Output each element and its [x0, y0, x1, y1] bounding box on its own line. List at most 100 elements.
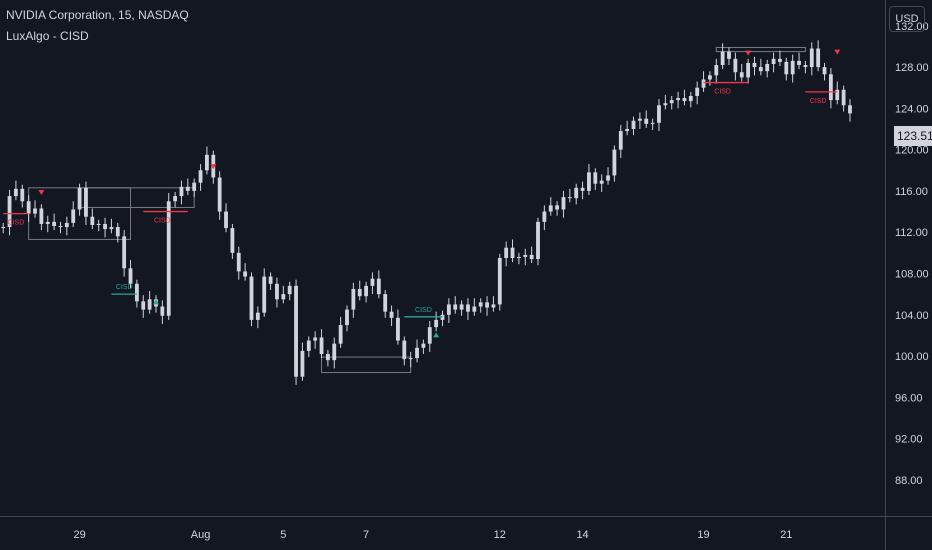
- candle-body[interactable]: [402, 340, 407, 360]
- candle-body[interactable]: [803, 65, 808, 68]
- candle-body[interactable]: [536, 221, 540, 260]
- candle-body[interactable]: [134, 283, 139, 302]
- candle-body[interactable]: [396, 317, 400, 341]
- candle-body[interactable]: [720, 51, 725, 66]
- candle-body[interactable]: [497, 258, 502, 305]
- candle-body[interactable]: [765, 63, 770, 72]
- candle-body[interactable]: [567, 197, 572, 199]
- candle-body[interactable]: [249, 276, 254, 320]
- candle-body[interactable]: [727, 51, 731, 59]
- currency-button[interactable]: USD: [889, 6, 925, 32]
- candle-body[interactable]: [459, 304, 464, 310]
- candle-body[interactable]: [797, 60, 801, 66]
- candle-body[interactable]: [669, 100, 674, 104]
- candle-body[interactable]: [752, 62, 757, 68]
- candle-body[interactable]: [542, 211, 547, 222]
- candle-body[interactable]: [676, 98, 680, 101]
- candle-body[interactable]: [90, 216, 95, 225]
- candle-body[interactable]: [478, 302, 483, 307]
- candle-body[interactable]: [84, 187, 88, 217]
- candle-body[interactable]: [618, 131, 623, 150]
- candle-body[interactable]: [739, 72, 744, 78]
- candle-body[interactable]: [7, 196, 12, 228]
- candle-body[interactable]: [58, 226, 63, 228]
- candle-body[interactable]: [14, 188, 18, 197]
- candle-body[interactable]: [370, 278, 375, 286]
- candle-body[interactable]: [20, 188, 25, 202]
- candle-body[interactable]: [64, 222, 69, 228]
- candle-body[interactable]: [294, 285, 298, 377]
- candle-body[interactable]: [128, 268, 133, 284]
- candle-body[interactable]: [708, 75, 712, 80]
- candle-body[interactable]: [771, 58, 776, 64]
- candle-body[interactable]: [593, 172, 598, 184]
- candle-body[interactable]: [351, 288, 356, 310]
- candle-body[interactable]: [701, 79, 706, 88]
- candle-body[interactable]: [663, 103, 668, 106]
- candle-body[interactable]: [71, 209, 76, 223]
- candle-body[interactable]: [166, 201, 171, 316]
- candle-body[interactable]: [485, 302, 489, 308]
- candle-body[interactable]: [338, 325, 343, 344]
- candle-body[interactable]: [255, 312, 260, 320]
- candle-body[interactable]: [96, 223, 101, 225]
- candle-body[interactable]: [262, 276, 267, 313]
- candle-body[interactable]: [599, 180, 604, 184]
- candle-body[interactable]: [383, 294, 388, 312]
- candle-body[interactable]: [778, 58, 782, 62]
- candle-body[interactable]: [52, 221, 57, 227]
- candle-body[interactable]: [695, 87, 700, 96]
- candle-body[interactable]: [790, 60, 795, 75]
- candle-body[interactable]: [561, 197, 566, 210]
- candle-body[interactable]: [364, 285, 369, 297]
- candle-body[interactable]: [835, 89, 840, 101]
- candle-body[interactable]: [758, 67, 763, 72]
- candle-body[interactable]: [39, 208, 44, 224]
- candle-body[interactable]: [122, 236, 127, 269]
- candle-body[interactable]: [185, 186, 190, 191]
- candle-body[interactable]: [421, 343, 426, 348]
- candle-body[interactable]: [809, 48, 814, 68]
- candle-body[interactable]: [109, 227, 114, 230]
- candle-body[interactable]: [287, 285, 292, 295]
- candle-body[interactable]: [141, 301, 146, 310]
- candle-body[interactable]: [816, 48, 821, 68]
- candle-body[interactable]: [115, 227, 120, 237]
- candle-body[interactable]: [523, 254, 528, 257]
- candle-body[interactable]: [147, 299, 152, 310]
- candle-body[interactable]: [198, 170, 203, 183]
- candle-body[interactable]: [389, 311, 394, 318]
- candle-body[interactable]: [1, 227, 6, 229]
- candle-body[interactable]: [179, 186, 184, 197]
- candle-body[interactable]: [33, 208, 37, 214]
- candle-body[interactable]: [325, 353, 330, 361]
- candle-body[interactable]: [281, 294, 286, 300]
- candle-body[interactable]: [434, 319, 439, 328]
- candle-body[interactable]: [587, 172, 591, 191]
- candle-body[interactable]: [243, 271, 248, 277]
- candle-body[interactable]: [415, 347, 419, 359]
- candle-body[interactable]: [657, 105, 661, 123]
- candle-body[interactable]: [332, 343, 337, 361]
- candle-body[interactable]: [574, 187, 579, 199]
- candle-body[interactable]: [192, 182, 197, 191]
- candle-body[interactable]: [784, 61, 789, 75]
- candle-body[interactable]: [612, 149, 617, 176]
- candle-body[interactable]: [217, 177, 222, 212]
- candle-body[interactable]: [631, 120, 636, 129]
- candle-body[interactable]: [345, 309, 349, 326]
- candle-body[interactable]: [205, 154, 209, 171]
- candle-body[interactable]: [103, 223, 107, 230]
- candle-body[interactable]: [224, 211, 228, 229]
- candle-body[interactable]: [510, 247, 515, 258]
- candle-body[interactable]: [688, 95, 693, 102]
- candle-body[interactable]: [275, 283, 279, 300]
- candle-body[interactable]: [453, 304, 458, 310]
- candle-body[interactable]: [637, 118, 642, 121]
- candle-body[interactable]: [625, 129, 630, 132]
- candle-body[interactable]: [173, 196, 177, 202]
- candle-body[interactable]: [236, 252, 241, 272]
- candle-body[interactable]: [580, 187, 585, 191]
- candle-body[interactable]: [606, 175, 610, 181]
